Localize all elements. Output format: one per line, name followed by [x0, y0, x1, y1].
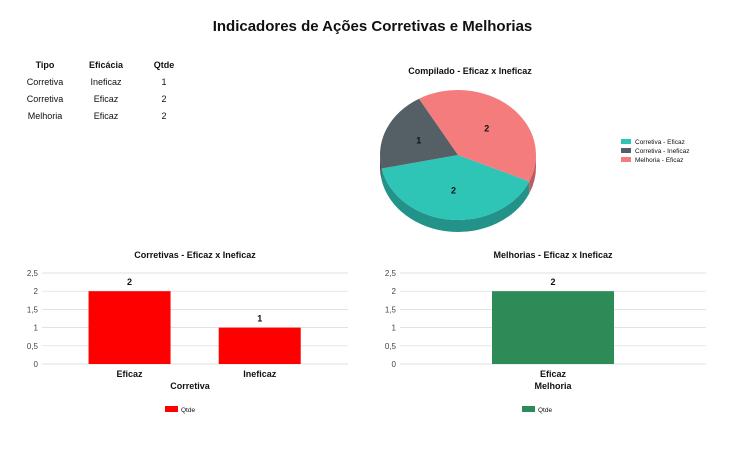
- pie-legend-label: Corretiva - Ineficaz: [635, 148, 690, 155]
- x-tick-label: Eficaz: [117, 369, 144, 379]
- bar-data-label: 2: [550, 277, 555, 287]
- y-tick-label: 2,5: [27, 269, 39, 278]
- table-header-qtde: Qtde: [153, 60, 175, 70]
- bar-legend-swatch: [522, 406, 535, 412]
- pie-slice: [380, 98, 458, 169]
- table-cell: Corretiva: [26, 94, 64, 104]
- table-cell: 2: [161, 111, 167, 121]
- bar: [218, 327, 301, 364]
- table-row: Corretiva Ineficaz 1: [14, 77, 192, 94]
- pie-slice-side: [381, 168, 530, 232]
- pie-legend-swatch: [621, 157, 631, 162]
- bar-chart-title-2: Melhorias - Eficaz x Ineficaz: [493, 250, 613, 260]
- pie-slice-side: [380, 155, 382, 181]
- pie-data-label: 2: [451, 186, 456, 196]
- pie-legend-label: Melhoria - Eficaz: [635, 157, 683, 164]
- table-cell: Eficaz: [93, 111, 119, 121]
- table-header-eficacia: Eficácia: [88, 60, 124, 70]
- bar-chart-title-1: Corretivas - Eficaz x Ineficaz: [134, 250, 256, 260]
- bar-legend-swatch: [165, 406, 178, 412]
- y-tick-label: 1,5: [385, 305, 397, 314]
- y-tick-label: 2: [392, 287, 397, 296]
- pie-slice: [381, 155, 530, 220]
- bar-legend-label: Qtde: [538, 407, 552, 414]
- pie-slice-side: [529, 155, 536, 194]
- y-tick-label: 2: [34, 287, 39, 296]
- bar: [492, 291, 614, 364]
- page-title: Indicadores de Ações Corretivas e Melhor…: [212, 18, 533, 35]
- pie-slice: [419, 90, 536, 182]
- x-axis-label: Corretiva: [170, 381, 211, 391]
- y-tick-label: 0,5: [385, 342, 397, 351]
- y-tick-label: 0: [34, 360, 39, 369]
- y-tick-label: 1: [392, 324, 397, 333]
- pie-legend-swatch: [621, 148, 631, 153]
- table-cell: 2: [161, 94, 167, 104]
- y-tick-label: 1,5: [27, 305, 39, 314]
- pie-legend-label: Corretiva - Eficaz: [635, 139, 685, 146]
- pie-data-label: 1: [416, 135, 421, 145]
- y-tick-label: 1: [34, 324, 39, 333]
- table-header-tipo: Tipo: [35, 60, 55, 70]
- summary-table: Tipo Eficácia Qtde Corretiva Ineficaz 1 …: [14, 60, 192, 128]
- bar-legend-label: Qtde: [181, 407, 195, 414]
- x-tick-label: Eficaz: [540, 369, 567, 379]
- pie-chart-title: Compilado - Eficaz x Ineficaz: [408, 66, 532, 76]
- table-header-row: Tipo Eficácia Qtde: [14, 60, 192, 77]
- table-cell: Corretiva: [26, 77, 64, 87]
- table-cell: Melhoria: [27, 111, 63, 121]
- table-row: Melhoria Eficaz 2: [14, 111, 192, 128]
- table-cell: Ineficaz: [90, 77, 122, 87]
- y-tick-label: 0,5: [27, 342, 39, 351]
- pie-data-label: 2: [484, 123, 489, 133]
- bar-data-label: 2: [127, 277, 132, 287]
- pie-legend-swatch: [621, 139, 631, 144]
- y-tick-label: 2,5: [385, 269, 397, 278]
- x-tick-label: Ineficaz: [243, 369, 277, 379]
- bar-data-label: 1: [257, 314, 262, 324]
- bar: [88, 291, 171, 364]
- table-cell: 1: [161, 77, 167, 87]
- table-cell: Eficaz: [93, 94, 119, 104]
- table-row: Corretiva Eficaz 2: [14, 94, 192, 111]
- x-axis-label: Melhoria: [534, 381, 572, 391]
- y-tick-label: 0: [392, 360, 397, 369]
